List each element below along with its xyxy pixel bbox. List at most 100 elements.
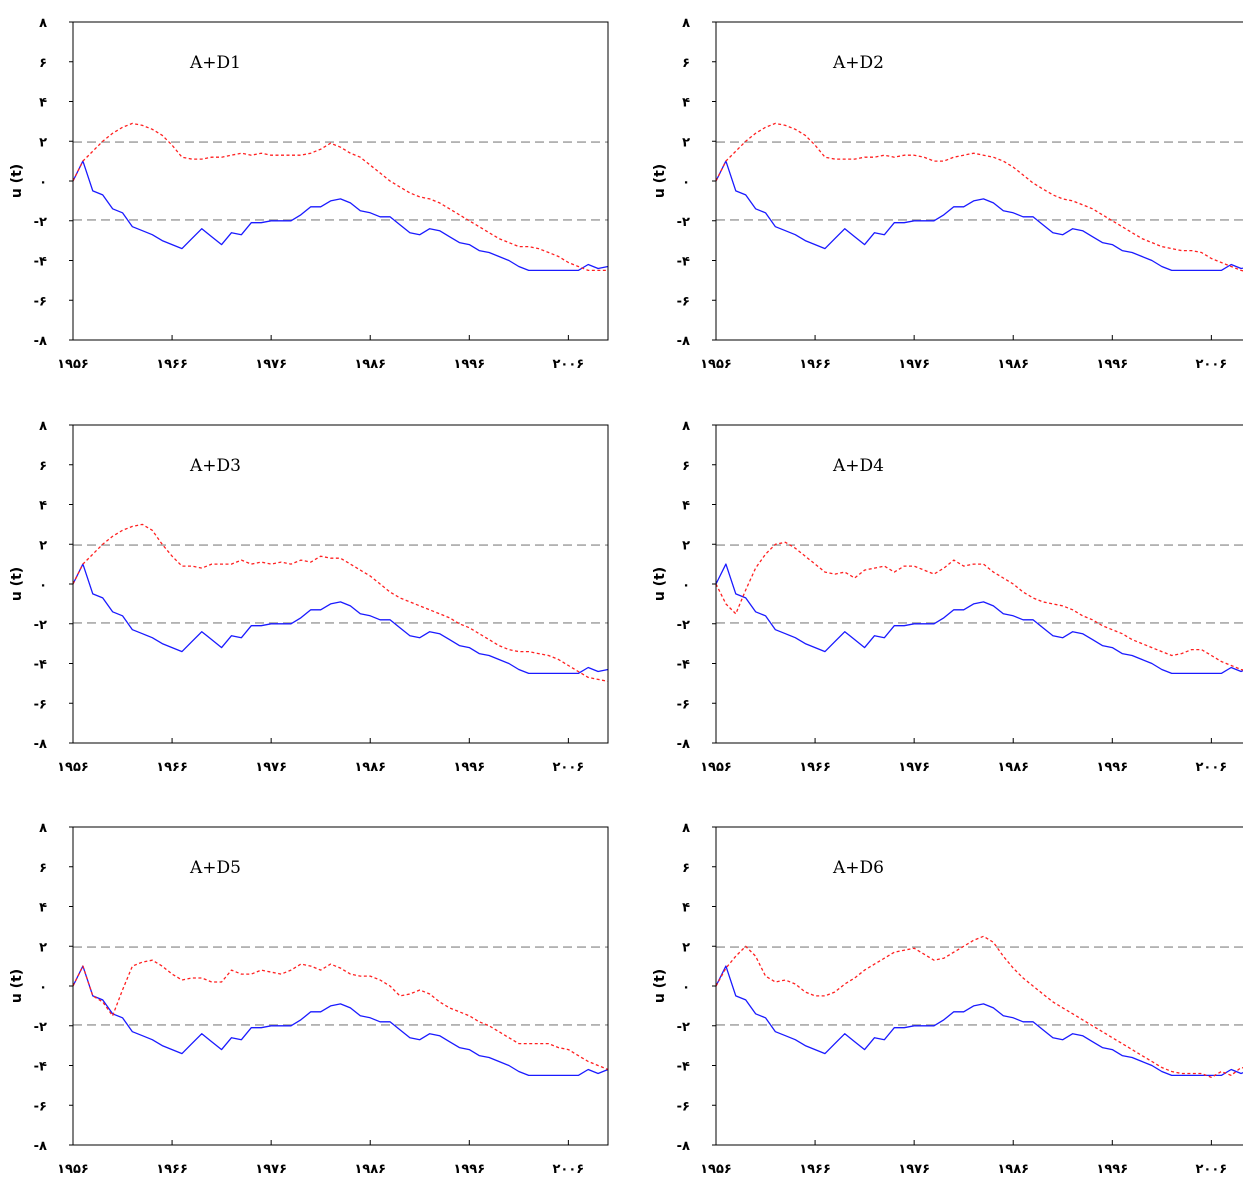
panel-title: A+D1 xyxy=(189,53,241,73)
x-tick-label: ۲۰۰۶ xyxy=(1195,760,1227,775)
y-tick-label: ۲ xyxy=(682,940,690,955)
y-tick-label: -۶ xyxy=(34,697,47,712)
x-tick-label: ۱۹۶۶ xyxy=(799,760,831,775)
x-tick-label: ۱۹۷۶ xyxy=(255,1162,287,1177)
x-tick-label: ۱۹۶۶ xyxy=(156,760,188,775)
x-tick-label: ۱۹۵۶ xyxy=(700,357,732,372)
y-tick-label: -۶ xyxy=(677,294,690,309)
series-line-dashed xyxy=(72,122,608,272)
y-tick-label: -۴ xyxy=(34,1060,47,1075)
x-tick-label: ۱۹۶۶ xyxy=(156,1162,188,1177)
y-tick-label: ۸ xyxy=(682,16,690,31)
y-tick-label: -۶ xyxy=(677,697,690,712)
series-line-solid xyxy=(715,160,1243,272)
series-line-solid xyxy=(72,965,609,1077)
x-tick-label: ۱۹۸۶ xyxy=(997,357,1029,372)
y-tick-label: ۶ xyxy=(39,861,47,876)
x-tick-label: ۱۹۵۶ xyxy=(700,1162,732,1177)
y-tick-label: -۸ xyxy=(677,334,690,349)
x-tick-label: ۱۹۸۶ xyxy=(354,760,386,775)
y-tick-label: -۲ xyxy=(34,1020,47,1035)
y-tick-label: ۰ xyxy=(682,980,690,995)
x-tick-label: ۱۹۷۶ xyxy=(255,357,287,372)
y-tick-label: -۸ xyxy=(34,737,47,752)
y-axis-label: u (t) xyxy=(652,969,668,1003)
x-tick-label: ۲۰۰۶ xyxy=(1195,1162,1227,1177)
y-tick-label: -۴ xyxy=(34,658,47,673)
plot-frame xyxy=(72,826,609,1146)
y-tick-label: ۶ xyxy=(682,459,690,474)
y-tick-label: -۸ xyxy=(677,737,690,752)
y-axis-label: u (t) xyxy=(9,567,25,601)
x-tick-label: ۱۹۹۶ xyxy=(453,760,485,775)
chart-panel-6: ۸ ۶ ۴ ۲ ۰ -۲ -۴ -۶ -۸ ۱۹۵۶ ۱۹۶۶ ۱۹۷۶ ۱۹۸۶ ۱۹۹۶ ۲۰۰۶ u (… xyxy=(652,821,1243,1177)
x-tick-label: ۱۹۷۶ xyxy=(898,357,930,372)
x-tick-label: ۱۹۹۶ xyxy=(1096,760,1128,775)
panel-title: A+D5 xyxy=(189,858,241,878)
y-tick-label: -۶ xyxy=(34,294,47,309)
panel-title: A+D3 xyxy=(189,456,241,476)
series-line-dashed xyxy=(72,959,609,1071)
series-line-dashed xyxy=(72,523,609,683)
x-tick-label: ۱۹۷۶ xyxy=(898,1162,930,1177)
x-tick-label: ۲۰۰۶ xyxy=(1195,357,1227,372)
chart-panel-2: ۸ ۶ ۴ ۲ ۰ -۲ -۴ -۶ -۸ ۱۹۵۶ ۱۹۶۶ ۱۹۷۶ ۱۹۸۶ ۱۹۹۶ ۲۰۰۶ u (… xyxy=(652,16,1243,372)
x-tick-label: ۱۹۷۶ xyxy=(255,760,287,775)
y-tick-label: ۸ xyxy=(682,821,690,836)
y-tick-label: -۲ xyxy=(677,1020,690,1035)
y-tick-label: ۲ xyxy=(682,135,690,150)
x-tick-label: ۱۹۶۶ xyxy=(799,357,831,372)
plot-frame xyxy=(72,424,609,744)
y-tick-label: -۸ xyxy=(34,334,47,349)
plot-frame xyxy=(715,826,1243,1146)
y-tick-label: -۲ xyxy=(34,215,47,230)
x-tick-label: ۱۹۸۶ xyxy=(997,760,1029,775)
y-tick-label: -۸ xyxy=(34,1139,47,1154)
y-tick-label: ۰ xyxy=(682,578,690,593)
panel-title: A+D6 xyxy=(832,858,884,878)
x-tick-label: ۱۹۹۶ xyxy=(453,1162,485,1177)
series-line-solid xyxy=(715,965,1243,1077)
y-tick-label: ۸ xyxy=(39,16,47,31)
x-tick-label: ۱۹۹۶ xyxy=(453,357,485,372)
y-tick-label: ۲ xyxy=(39,940,47,955)
y-tick-label: ۴ xyxy=(682,901,690,916)
y-tick-label: -۴ xyxy=(677,658,690,673)
panel-title: A+D4 xyxy=(832,456,884,476)
y-tick-label: ۶ xyxy=(39,56,47,71)
y-tick-label: -۴ xyxy=(677,255,690,270)
x-tick-label: ۱۹۵۶ xyxy=(57,760,89,775)
plot-frame xyxy=(715,21,1243,341)
series-line-dashed xyxy=(715,122,1243,272)
x-tick-label: ۲۰۰۶ xyxy=(552,1162,584,1177)
x-tick-label: ۱۹۹۶ xyxy=(1096,357,1128,372)
y-tick-label: ۲ xyxy=(682,538,690,553)
y-tick-label: -۲ xyxy=(34,618,47,633)
y-tick-label: ۶ xyxy=(39,459,47,474)
x-tick-label: ۱۹۸۶ xyxy=(354,1162,386,1177)
y-tick-label: -۲ xyxy=(677,618,690,633)
chart-panel-3: ۸ ۶ ۴ ۲ ۰ -۲ -۴ -۶ -۸ ۱۹۵۶ ۱۹۶۶ ۱۹۷۶ ۱۹۸۶ ۱۹۹۶ ۲۰۰۶ u (… xyxy=(9,419,609,775)
y-tick-label: -۴ xyxy=(677,1060,690,1075)
x-tick-label: ۱۹۷۶ xyxy=(898,760,930,775)
y-tick-label: ۰ xyxy=(682,175,690,190)
x-tick-label: ۱۹۵۶ xyxy=(57,357,89,372)
y-tick-label: -۶ xyxy=(34,1099,47,1114)
x-tick-label: ۱۹۹۶ xyxy=(1096,1162,1128,1177)
y-tick-label: ۴ xyxy=(39,901,47,916)
x-tick-label: ۱۹۵۶ xyxy=(57,1162,89,1177)
panel-title: A+D2 xyxy=(832,53,884,73)
x-tick-label: ۱۹۶۶ xyxy=(799,1162,831,1177)
y-axis-label: u (t) xyxy=(9,164,25,198)
y-tick-label: ۶ xyxy=(682,861,690,876)
y-tick-label: ۲ xyxy=(39,135,47,150)
y-tick-label: ۰ xyxy=(39,175,47,190)
y-tick-label: ۸ xyxy=(39,419,47,434)
chart-panel-5: ۸ ۶ ۴ ۲ ۰ -۲ -۴ -۶ -۸ ۱۹۵۶ ۱۹۶۶ ۱۹۷۶ ۱۹۸۶ ۱۹۹۶ ۲۰۰۶ u (… xyxy=(9,821,609,1177)
y-tick-label: ۸ xyxy=(39,821,47,836)
x-tick-label: ۱۹۸۶ xyxy=(997,1162,1029,1177)
y-axis-label: u (t) xyxy=(652,567,668,601)
series-line-solid xyxy=(715,563,1243,675)
y-tick-label: ۲ xyxy=(39,538,47,553)
x-tick-label: ۲۰۰۶ xyxy=(552,357,584,372)
